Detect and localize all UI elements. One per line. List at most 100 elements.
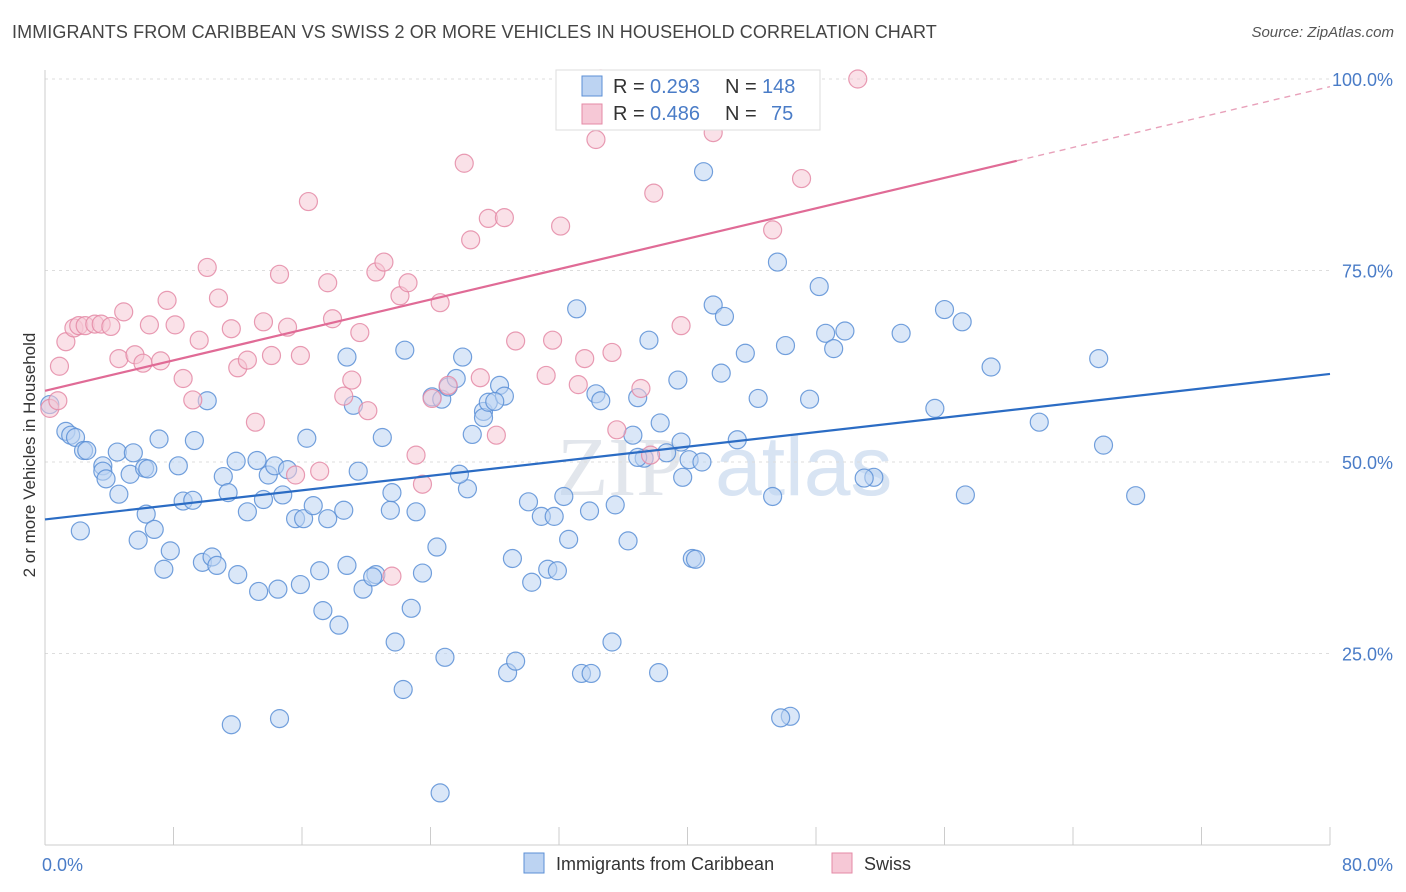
point-caribbean (138, 459, 158, 479)
point-caribbean (591, 391, 611, 411)
point-caribbean (735, 343, 755, 363)
stats-r-label: R = (613, 76, 645, 98)
point-caribbean (372, 427, 392, 448)
point-caribbean (401, 598, 421, 618)
point-caribbean (854, 468, 874, 488)
point-swiss (298, 191, 319, 212)
point-caribbean (348, 461, 368, 481)
point-swiss (310, 461, 330, 481)
point-caribbean (1029, 412, 1049, 432)
point-caribbean (703, 295, 723, 315)
stats-swatch-swiss (581, 103, 603, 125)
point-caribbean (310, 561, 330, 581)
point-swiss (536, 365, 556, 386)
legend: Immigrants from Caribbean Swiss (523, 852, 911, 874)
point-caribbean (412, 563, 433, 583)
point-swiss (412, 474, 433, 494)
stats-r-value: 0.486 (650, 103, 700, 125)
stats-n-value: 75 (771, 103, 793, 125)
source-label: Source: ZipAtlas.com (1251, 24, 1394, 41)
point-caribbean (385, 632, 405, 652)
point-caribbean (96, 469, 116, 489)
point-swiss (542, 330, 563, 350)
stats-r-value: 0.293 (650, 76, 700, 98)
point-caribbean (809, 276, 829, 297)
point-caribbean (693, 162, 714, 182)
point-swiss (438, 375, 458, 395)
point-caribbean (891, 323, 911, 343)
point-swiss (461, 230, 481, 250)
point-caribbean (1126, 486, 1146, 506)
point-swiss (398, 273, 418, 293)
point-caribbean (269, 709, 290, 729)
point-caribbean (363, 567, 383, 587)
point-caribbean (290, 574, 310, 595)
point-caribbean (668, 370, 688, 390)
point-caribbean (711, 363, 731, 383)
point-caribbean (618, 531, 638, 551)
point-swiss (631, 378, 651, 399)
point-caribbean (554, 486, 574, 507)
point-swiss (382, 566, 402, 586)
point-caribbean (427, 537, 447, 557)
point-swiss (640, 445, 661, 465)
point-swiss (374, 252, 394, 272)
point-swiss (575, 348, 595, 369)
point-caribbean (462, 424, 482, 445)
legend-swatch-caribbean (523, 852, 545, 874)
point-swiss (342, 370, 362, 390)
point-caribbean (149, 429, 169, 449)
point-caribbean (602, 632, 622, 652)
point-swiss (494, 208, 514, 228)
point-caribbean (714, 306, 735, 327)
point-caribbean (952, 312, 972, 332)
point-swiss (848, 69, 868, 89)
point-swiss (602, 342, 622, 363)
stats-n-value: 148 (762, 76, 795, 98)
point-swiss (183, 390, 203, 410)
point-caribbean (273, 485, 293, 505)
point-caribbean (435, 647, 455, 667)
point-swiss (763, 220, 783, 240)
point-caribbean (294, 509, 314, 529)
point-swiss (165, 315, 185, 335)
stats-swatch-caribbean (581, 75, 603, 97)
point-caribbean (128, 530, 148, 550)
point-swiss (406, 445, 426, 465)
point-caribbean (955, 485, 975, 505)
y-tick-label: 100.0% (1332, 70, 1393, 90)
stats-r-label: R = (613, 103, 645, 125)
point-caribbean (623, 425, 643, 445)
point-swiss (551, 216, 571, 236)
point-caribbean (268, 579, 288, 599)
point-caribbean (313, 601, 333, 621)
point-caribbean (247, 450, 267, 471)
point-swiss (644, 183, 664, 203)
point-caribbean (835, 321, 855, 341)
point-caribbean (981, 357, 1001, 377)
stats-n-label: N = (725, 76, 757, 98)
point-caribbean (605, 495, 625, 515)
point-swiss (221, 319, 241, 339)
point-swiss (671, 316, 691, 336)
point-caribbean (318, 509, 338, 529)
point-caribbean (228, 565, 248, 585)
point-swiss (237, 350, 257, 370)
point-caribbean (767, 252, 788, 272)
point-caribbean (406, 502, 426, 522)
point-swiss (114, 302, 134, 322)
point-caribbean (77, 440, 97, 461)
point-caribbean (329, 615, 349, 635)
point-caribbean (184, 430, 204, 451)
x-tick-label: 0.0% (42, 855, 83, 875)
point-caribbean (430, 783, 450, 803)
point-caribbean (337, 555, 357, 576)
point-swiss (157, 290, 177, 310)
point-caribbean (160, 541, 180, 561)
point-caribbean (337, 347, 357, 367)
trendline-swiss (44, 159, 1018, 392)
legend-swatch-swiss (831, 852, 853, 874)
point-caribbean (824, 339, 844, 359)
point-caribbean (207, 555, 227, 576)
